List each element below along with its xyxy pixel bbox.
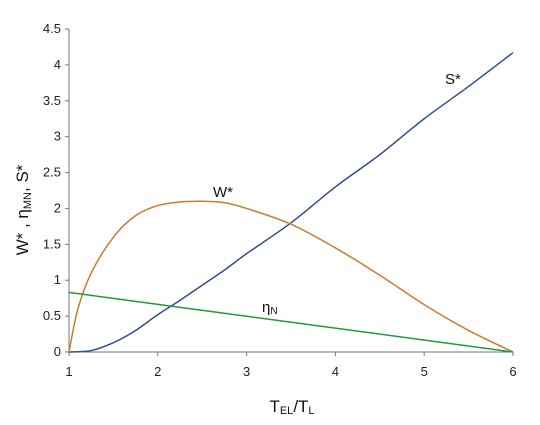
series-line-eta-n xyxy=(68,291,514,353)
x-tick-label: 2 xyxy=(154,364,161,379)
x-axis-label-sub2: L xyxy=(308,405,314,417)
axes: 0 0.5 1 1.5 2 2.5 3 3.5 4 4.5 1 2 3 4 5 6 xyxy=(43,21,517,379)
x-axis-label-main: T xyxy=(269,397,279,416)
y-axis-label-sub: MN xyxy=(22,192,34,209)
y-tick-label: 0 xyxy=(54,344,61,359)
y-tick-label: 0.5 xyxy=(43,308,61,323)
x-tick-label: 4 xyxy=(332,364,339,379)
series-layer xyxy=(68,52,514,353)
y-tick-label: 1 xyxy=(54,272,61,287)
y-axis-label-part2: , S* xyxy=(13,164,32,192)
series-label-eta-sub: N xyxy=(270,306,277,317)
x-axis-label-sub1: EL xyxy=(280,405,293,417)
x-tick-label: 5 xyxy=(421,364,428,379)
y-axis-label-part1: W* , η xyxy=(13,209,32,255)
series-line-w-star xyxy=(68,200,514,353)
series-label-eta: η xyxy=(262,299,270,316)
x-tick-label: 1 xyxy=(65,364,72,379)
y-tick-label: 4.5 xyxy=(43,21,61,36)
x-tick-label: 3 xyxy=(243,364,250,379)
y-axis-label: W* , ηMN, S* xyxy=(13,164,34,255)
y-tick-label: 3 xyxy=(54,129,61,144)
y-tick-label: 2 xyxy=(54,200,61,215)
y-tick-label: 3.5 xyxy=(43,93,61,108)
x-axis-label-mid: /T xyxy=(293,397,308,416)
x-axis-label: TEL/TL xyxy=(269,397,314,417)
y-tick-label: 4 xyxy=(54,57,61,72)
series-label-s-star: S* xyxy=(445,71,461,88)
series-label-w-star: W* xyxy=(213,184,233,201)
x-tick-label: 6 xyxy=(509,364,516,379)
series-label-eta-n: ηN xyxy=(262,299,278,317)
y-tick-label: 2.5 xyxy=(43,165,61,180)
labels: W* , ηMN, S* TEL/TL S* W* ηN xyxy=(13,71,461,417)
y-tick-label: 1.5 xyxy=(43,236,61,251)
series-line-s-star xyxy=(68,52,514,353)
